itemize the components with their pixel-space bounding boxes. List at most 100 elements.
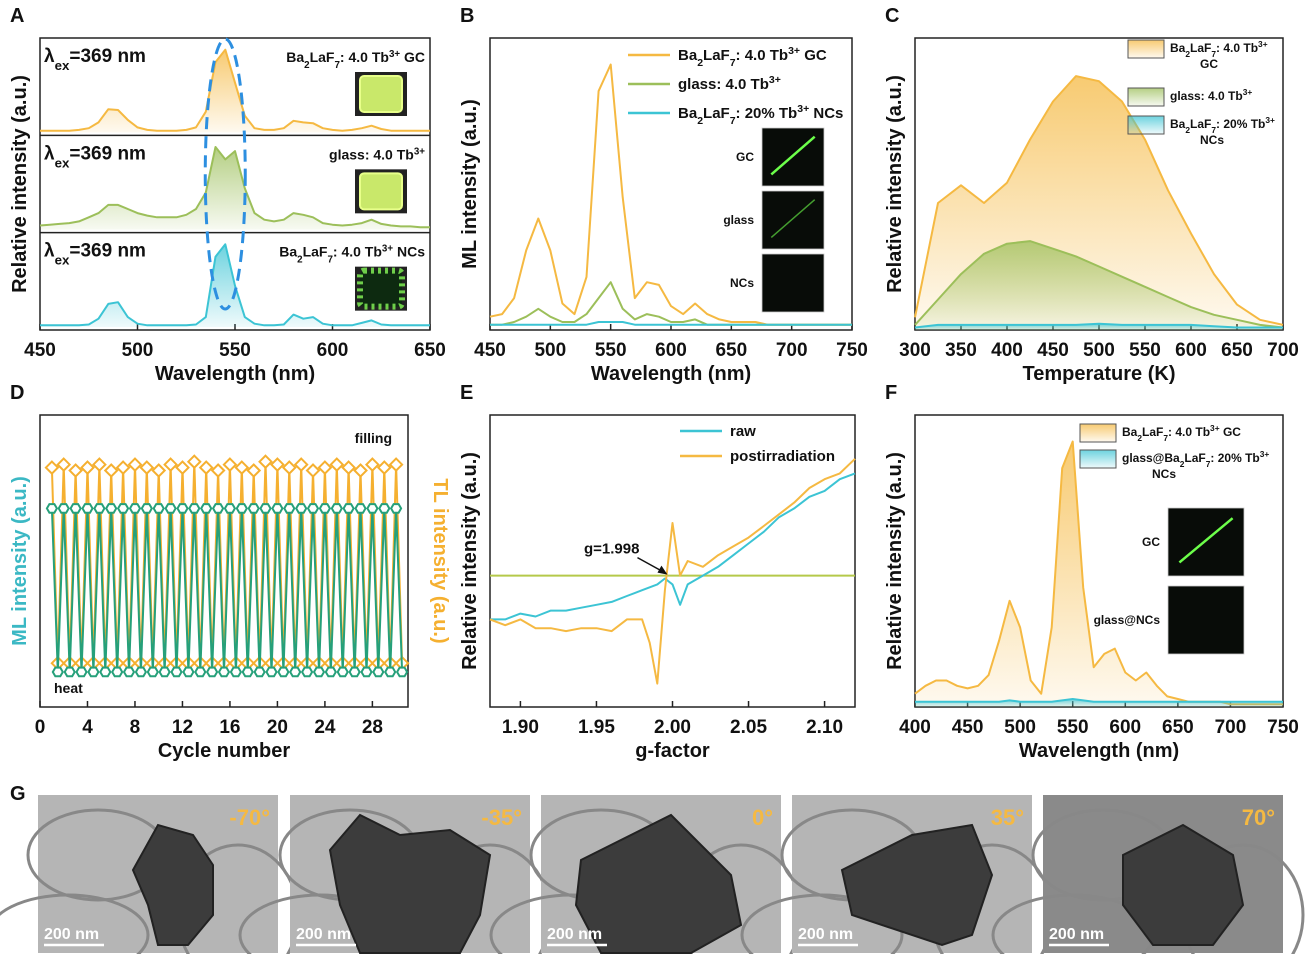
marker xyxy=(201,504,211,513)
marker xyxy=(326,668,336,677)
scale-label: 200 nm xyxy=(1049,926,1104,943)
line xyxy=(490,459,855,684)
x-tick-label: 2.10 xyxy=(806,717,843,738)
marker xyxy=(93,459,105,471)
marker xyxy=(231,668,241,677)
marker xyxy=(366,459,378,471)
marker xyxy=(283,462,295,474)
marker xyxy=(148,668,158,677)
inset-label: NCs xyxy=(730,276,754,290)
x-tick-label: 2.05 xyxy=(730,717,767,738)
text-segment: LaF xyxy=(703,105,730,122)
marker xyxy=(261,504,271,513)
marker xyxy=(385,668,395,677)
text-segment: glass: 4.0 Tb xyxy=(678,76,769,93)
text-segment: =369 nm xyxy=(69,143,146,164)
x-tick-label: 1.95 xyxy=(578,717,615,738)
marker xyxy=(219,668,229,677)
y2-axis-label: TL intensity (a.u.) xyxy=(429,478,451,643)
scale-label: 200 nm xyxy=(798,926,853,943)
text-segment: Ba xyxy=(1170,117,1186,131)
annotation: λex=369 nm xyxy=(44,241,146,268)
x-tick-label: 350 xyxy=(945,340,977,361)
marker xyxy=(213,504,223,513)
marker xyxy=(362,668,372,677)
marker xyxy=(82,462,94,474)
text-segment: : 4.0 Tb xyxy=(1216,41,1258,55)
panel-letter: D xyxy=(10,382,24,404)
marker xyxy=(350,668,360,677)
x-tick-label: 600 xyxy=(655,340,687,361)
x-tick-label: 550 xyxy=(219,340,251,361)
marker xyxy=(338,668,348,677)
angle-label: 35° xyxy=(991,805,1024,830)
marker xyxy=(124,668,134,677)
text-segment: =369 nm xyxy=(69,241,146,262)
legend-swatch xyxy=(1080,450,1116,468)
marker xyxy=(356,504,366,513)
marker xyxy=(302,668,312,677)
marker xyxy=(295,459,307,471)
superscript: 3+ xyxy=(389,49,400,60)
marker xyxy=(314,668,324,677)
scale-label: 200 nm xyxy=(44,926,99,943)
marker xyxy=(195,668,205,677)
marker xyxy=(58,459,70,471)
inset-label: GC xyxy=(736,150,754,164)
x-tick-label: 750 xyxy=(1267,717,1299,738)
panel-letter: A xyxy=(10,5,24,27)
x-tick-label: 500 xyxy=(534,340,566,361)
text-line: Ba2LaF7: 4.0 Tb3+ GC xyxy=(1122,423,1241,443)
angle-label: 70° xyxy=(1242,805,1275,830)
marker xyxy=(136,668,146,677)
x-tick-label: 0 xyxy=(35,717,46,738)
marker xyxy=(390,459,402,471)
text-segment: LaF xyxy=(1142,425,1163,439)
x-tick-label: 600 xyxy=(317,340,349,361)
text-segment: LaF xyxy=(303,244,328,260)
x-tick-label: 28 xyxy=(362,717,383,738)
annotation: λex=369 nm xyxy=(44,46,146,73)
scale-label: 200 nm xyxy=(296,926,351,943)
marker xyxy=(47,504,57,513)
legend-swatch xyxy=(1080,424,1116,442)
marker xyxy=(271,459,283,471)
superscript: 3+ xyxy=(414,146,425,157)
marker xyxy=(243,668,253,677)
marker xyxy=(200,462,212,474)
x-tick-label: 2.00 xyxy=(654,717,691,738)
text-segment: LaF xyxy=(310,49,335,65)
text-line: Ba2LaF7: 4.0 Tb3+ xyxy=(1170,39,1268,59)
note: heat xyxy=(54,680,83,696)
x-tick-label: 450 xyxy=(474,340,506,361)
text-line: NCs xyxy=(1200,133,1224,147)
text-segment: : 20% Tb xyxy=(1216,117,1265,131)
text-segment: : 4.0 Tb xyxy=(333,244,382,260)
marker xyxy=(290,668,300,677)
text-segment: : 4.0 Tb xyxy=(340,49,389,65)
superscript: 3+ xyxy=(797,103,809,115)
legend-label: Ba2LaF7: 20% Tb3+ NCs xyxy=(678,103,843,127)
x-tick-label: 400 xyxy=(991,340,1023,361)
text-segment: GC xyxy=(800,47,827,64)
x-tick-label: 8 xyxy=(130,717,141,738)
x-tick-label: 650 xyxy=(1221,340,1253,361)
x-axis-label: g-factor xyxy=(635,740,710,762)
marker xyxy=(278,668,288,677)
legend-label: postirradiation xyxy=(730,448,835,465)
marker xyxy=(59,504,69,513)
text-segment: Ba xyxy=(678,47,698,64)
marker xyxy=(343,462,355,474)
marker xyxy=(118,504,128,513)
text-line: Ba2LaF7: 4.0 Tb3+ NCs xyxy=(279,243,425,265)
text-line: glass@Ba2LaF7: 20% Tb3+ xyxy=(1122,449,1269,469)
text-line: Ba2LaF7: 4.0 Tb3+ GC xyxy=(678,45,827,69)
marker xyxy=(248,465,260,477)
text-segment: LaF xyxy=(1190,41,1211,55)
text-line: Ba2LaF7: 4.0 Tb3+ GC xyxy=(286,49,425,71)
x-tick-label: 700 xyxy=(1215,717,1247,738)
marker xyxy=(117,462,129,474)
page-body: A450500550600650Wavelength (nm)Relative … xyxy=(0,0,1305,954)
text-segment: LaF xyxy=(703,47,730,64)
superscript: 3+ xyxy=(1260,449,1270,459)
